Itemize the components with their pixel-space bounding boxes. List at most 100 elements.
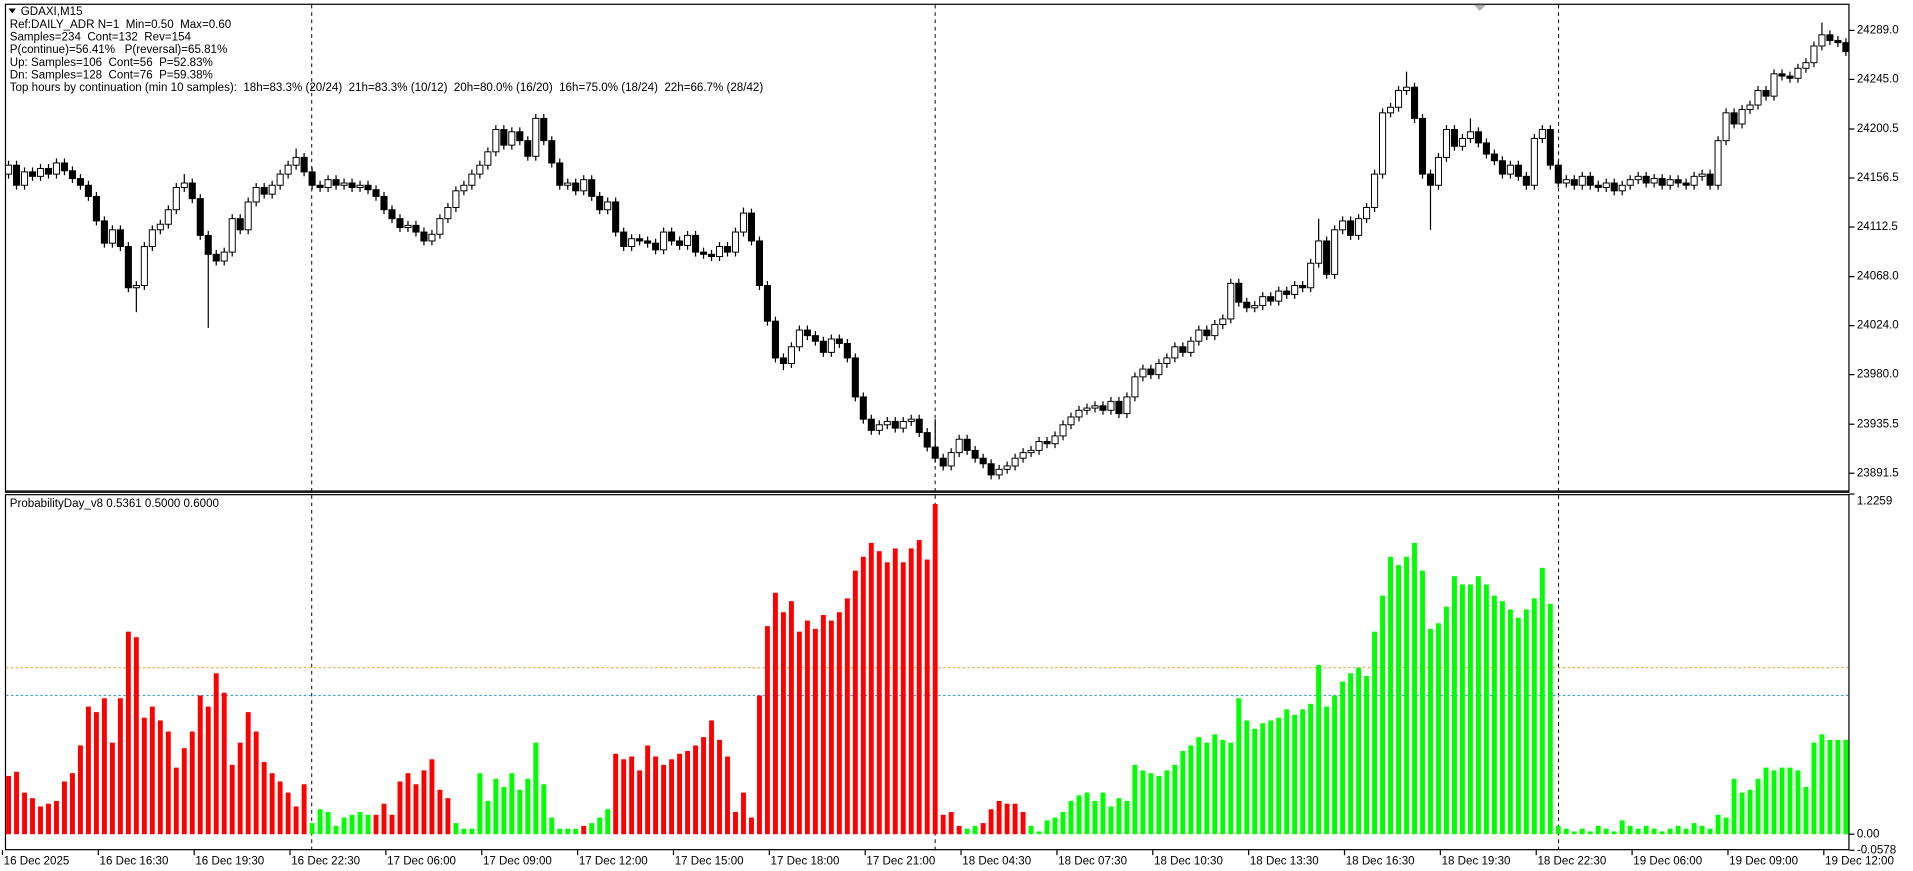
candle-body — [20, 171, 29, 186]
candle-body — [1730, 112, 1738, 125]
candle-body — [835, 338, 843, 344]
histogram-bar — [796, 631, 802, 835]
histogram-bar — [924, 559, 930, 835]
candle-body — [1786, 75, 1794, 79]
candle-body — [284, 164, 292, 175]
histogram-bar — [860, 556, 866, 835]
histogram-bar — [1843, 739, 1849, 835]
candle-body — [915, 418, 923, 434]
candle-body — [308, 171, 316, 186]
candle-body — [604, 201, 612, 211]
candle-body — [1602, 182, 1610, 188]
histogram-bar — [884, 562, 890, 835]
y-tick-label: 23980.0 — [1857, 369, 1899, 381]
candle-body — [156, 223, 164, 231]
histogram-bar — [517, 789, 523, 835]
histogram-bar — [413, 784, 419, 835]
candle-body — [1770, 73, 1778, 97]
candle-body — [1299, 285, 1307, 289]
histogram-bar — [741, 792, 746, 835]
histogram-bar — [1795, 770, 1801, 835]
histogram-bar — [301, 784, 307, 835]
histogram-bar — [1547, 603, 1553, 835]
info-line: Top hours by continuation (min 10 sample… — [10, 82, 764, 94]
candle-body — [12, 164, 21, 186]
histogram-bar — [1204, 742, 1210, 835]
candle-body — [1490, 153, 1498, 162]
candle-body — [739, 212, 748, 233]
candle-body — [1434, 156, 1443, 186]
candle-body — [436, 218, 444, 235]
candle-body — [700, 251, 708, 255]
candle-body — [540, 117, 548, 142]
candle-body — [1530, 137, 1538, 186]
candle-body — [148, 229, 156, 248]
x-tick-label: 17 Dec 06:00 — [387, 855, 456, 867]
candle-body — [356, 184, 364, 188]
candle-body — [124, 246, 132, 289]
candle-body — [68, 170, 76, 180]
candle-body — [1179, 346, 1187, 353]
candle-body — [100, 220, 108, 244]
candle-body — [1283, 290, 1291, 295]
y-tick-label: 1.2259 — [1857, 495, 1892, 507]
candle-body — [1331, 229, 1339, 275]
histogram-bar — [181, 748, 187, 835]
candle-body — [1418, 117, 1427, 175]
histogram-bar — [852, 570, 858, 835]
histogram-bar — [1228, 742, 1234, 835]
y-tick-label: 0.00 — [1857, 828, 1880, 840]
histogram-bar — [1771, 770, 1777, 835]
histogram-bar — [549, 817, 555, 835]
histogram-bar — [189, 731, 195, 835]
histogram-bar — [565, 828, 571, 835]
candle-body — [883, 420, 891, 426]
histogram-bar — [405, 773, 411, 835]
candle-body — [947, 452, 955, 467]
candle-body — [564, 182, 572, 186]
histogram-bar — [772, 592, 778, 835]
histogram-bar — [1292, 714, 1298, 835]
candle-body — [588, 179, 596, 197]
candle-body — [364, 184, 372, 191]
histogram-bar — [149, 706, 155, 835]
candle-body — [1746, 104, 1754, 110]
histogram-bar — [1196, 737, 1202, 835]
histogram-bar — [357, 812, 363, 835]
candle-body — [1067, 416, 1075, 426]
candle-body — [1379, 112, 1387, 175]
histogram-bar — [1659, 831, 1665, 835]
candle-body — [827, 338, 835, 353]
histogram-bar — [397, 781, 403, 835]
candle-body — [1498, 160, 1506, 175]
candle-body — [332, 179, 340, 186]
x-tick-label: 17 Dec 21:00 — [866, 855, 935, 867]
histogram-bar — [1036, 831, 1042, 835]
candle-body — [1107, 400, 1115, 411]
candle-body — [196, 198, 204, 236]
histogram-bar — [365, 814, 371, 835]
candle-body — [52, 162, 61, 175]
histogram-bar — [1667, 828, 1673, 835]
candle-body — [1019, 452, 1027, 459]
candle-body — [292, 156, 300, 166]
candle-body — [1099, 405, 1107, 411]
candle-body — [1714, 140, 1722, 186]
histogram-bar — [141, 717, 147, 835]
histogram-bar — [1132, 764, 1138, 835]
candle-body — [1291, 285, 1299, 295]
histogram-bar — [1787, 767, 1793, 835]
candle-body — [348, 182, 356, 188]
histogram-bar — [1803, 787, 1809, 835]
histogram-bar — [1388, 556, 1393, 835]
histogram-bar — [1531, 598, 1537, 835]
x-tick-label: 18 Dec 04:30 — [962, 855, 1031, 867]
histogram-bar — [956, 825, 962, 835]
histogram-bar — [1444, 606, 1449, 835]
candle-body — [1626, 179, 1634, 186]
histogram-bar — [1028, 825, 1034, 835]
candle-body — [1570, 179, 1578, 186]
candle-body — [220, 251, 228, 262]
histogram-bar — [1555, 825, 1561, 835]
